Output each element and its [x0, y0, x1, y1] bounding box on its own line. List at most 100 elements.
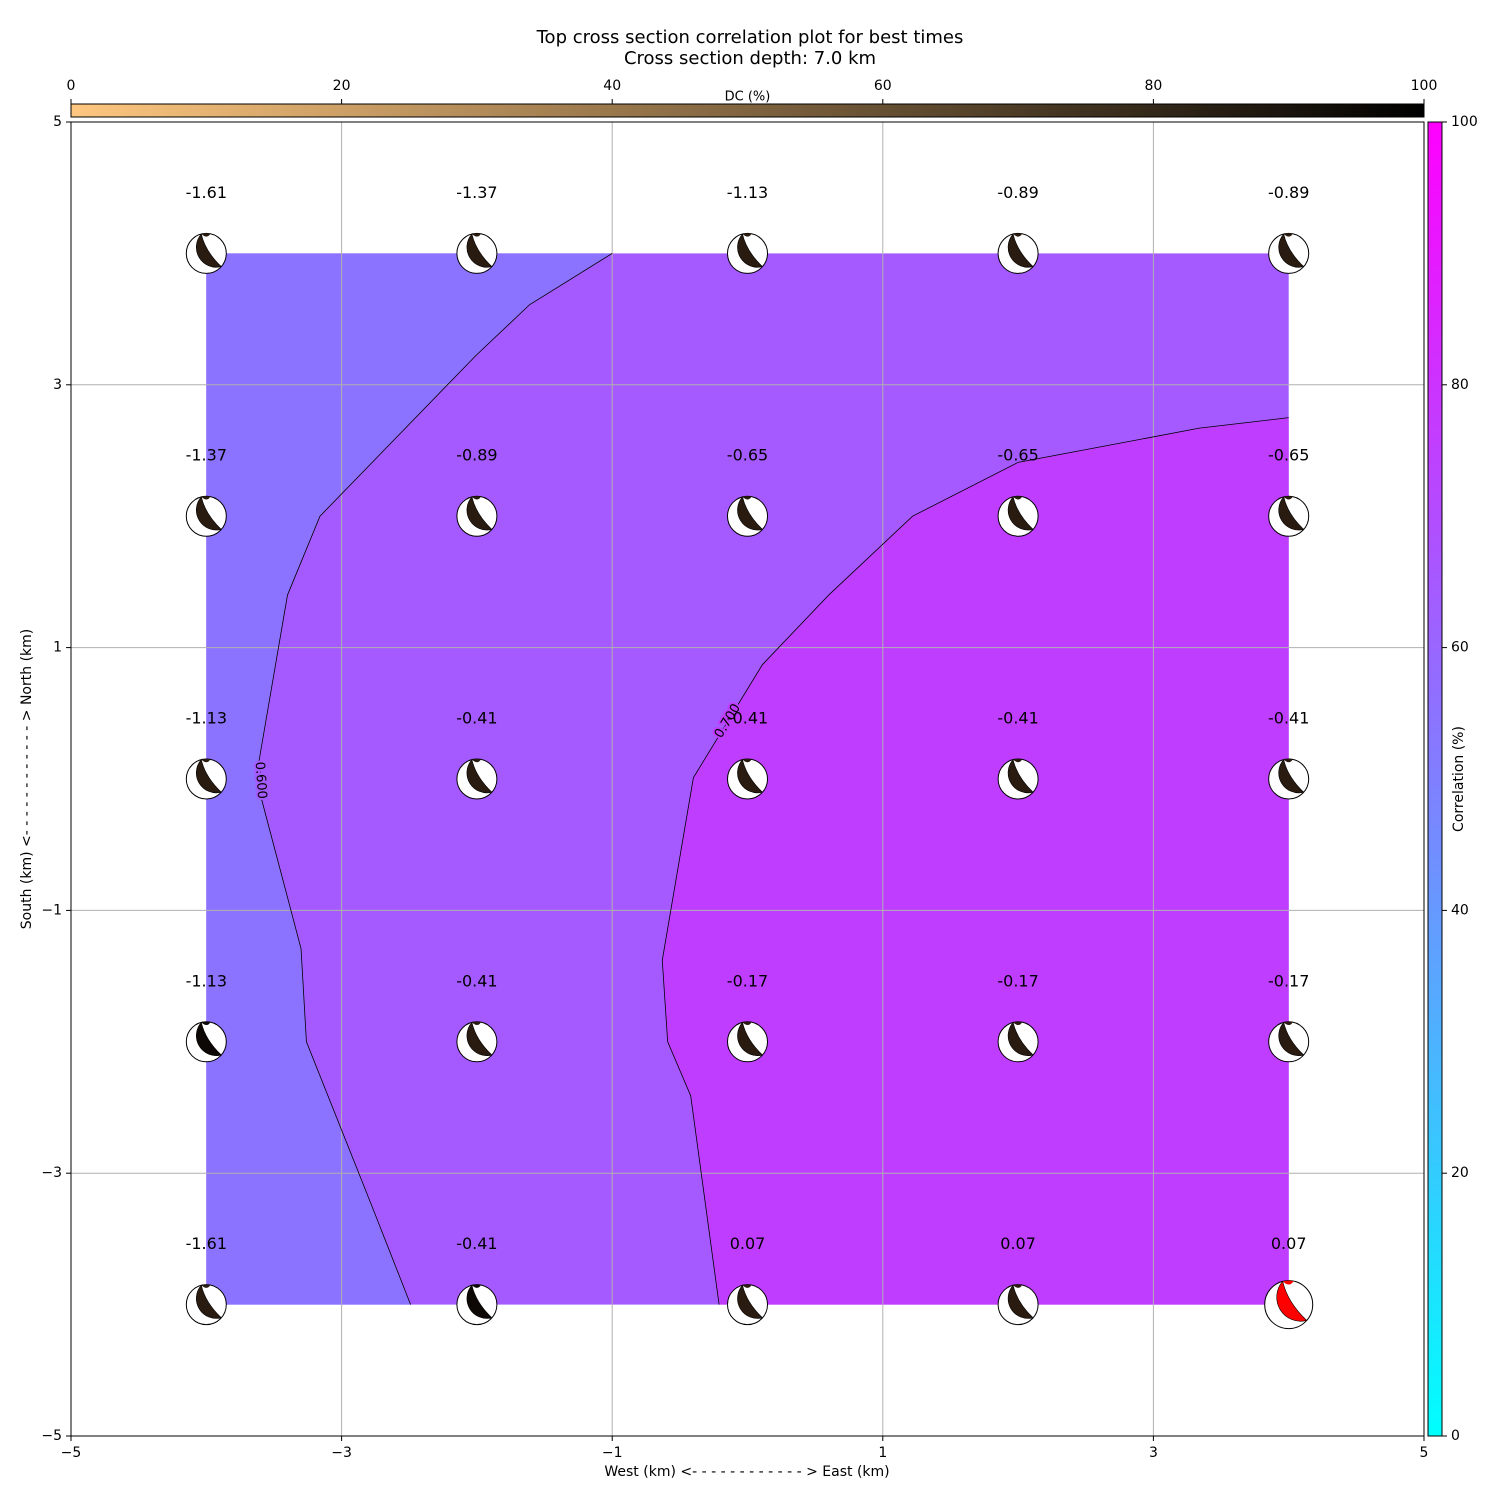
beachball-compression: [1283, 758, 1293, 763]
point-label: -0.17: [997, 971, 1038, 990]
plot-frame: [70, 121, 1425, 1437]
colorbar-tick-label: 20: [1451, 1165, 1469, 1181]
beachball-compression: [1282, 1280, 1294, 1285]
beachball-compression: [737, 758, 764, 794]
colorbar-tick-label: 0: [1451, 1428, 1460, 1444]
point-label: -0.41: [456, 709, 497, 728]
beachball-compression: [471, 233, 481, 237]
x-tick-label: 1: [878, 1445, 887, 1461]
beachball: [997, 495, 1039, 537]
beachball: [1268, 232, 1310, 274]
contour-line: [258, 253, 613, 1305]
y-tick-label: 3: [53, 377, 62, 393]
beachball-compression: [1007, 1021, 1034, 1056]
point-label: -1.13: [186, 971, 227, 990]
beachball-compression: [742, 1021, 752, 1026]
colorbar: [70, 103, 1425, 118]
point-label: -0.65: [727, 446, 768, 465]
beachball-compression: [1278, 496, 1305, 531]
beachball: [185, 232, 227, 274]
beachball-compression: [737, 233, 764, 268]
colorbar-tick-label: 0: [67, 78, 76, 94]
contour-fill: [662, 417, 1289, 1305]
chart-subtitle: Cross section depth: 7.0 km: [624, 48, 876, 69]
contour-line: [661, 417, 1289, 1305]
point-label: -0.17: [1268, 971, 1309, 990]
point-label: -1.37: [186, 446, 227, 465]
y-tick-label: −1: [41, 902, 62, 918]
beachball-compression: [1007, 1284, 1034, 1319]
beachball-compression: [466, 233, 493, 268]
colorbar-tick-label: 100: [1451, 114, 1478, 130]
colorbar-tick-label: 80: [1144, 78, 1162, 94]
beachball: [727, 232, 768, 274]
colorbar-label: Correlation (%): [1451, 726, 1467, 832]
beachball-compression: [1278, 1021, 1305, 1056]
point-label: -0.89: [1268, 183, 1309, 202]
beachball-compression: [1283, 496, 1293, 500]
beachball-compression: [742, 758, 752, 763]
point-label: -0.65: [997, 446, 1038, 465]
point-label: -1.61: [186, 1234, 227, 1253]
beachball-compression: [742, 1284, 752, 1288]
point-label: -0.41: [997, 709, 1038, 728]
beachball: [997, 758, 1039, 800]
beachball: [727, 1021, 768, 1063]
beachball: [456, 1284, 498, 1326]
colorbar-tick-label: 100: [1411, 78, 1438, 94]
beachball-compression: [201, 758, 211, 763]
colorbar-label: DC (%): [725, 90, 771, 105]
point-label: -1.13: [727, 183, 768, 202]
point-label: -0.41: [1268, 709, 1309, 728]
beachball-compression: [1013, 496, 1023, 500]
y-tick-label: 5: [53, 114, 62, 130]
beachball-compression: [466, 758, 493, 794]
y-tick-label: −3: [41, 1165, 62, 1181]
contour-label: 0.600: [252, 761, 270, 799]
colorbar-tick-label: 80: [1451, 377, 1469, 393]
y-tick-label: −5: [41, 1428, 62, 1444]
point-label: 0.07: [730, 1234, 766, 1253]
chart-title: Top cross section correlation plot for b…: [536, 27, 964, 48]
x-tick-label: 3: [1149, 1445, 1158, 1461]
y-axis-label: South (km) <- - - - - - - - - - - - > No…: [19, 629, 35, 929]
beachball-compression: [1278, 233, 1305, 268]
beachball: [1268, 1021, 1310, 1063]
beachball-compression: [1013, 233, 1023, 237]
point-label: -0.89: [456, 446, 497, 465]
beachball: [456, 1021, 498, 1063]
beachball-compression: [196, 233, 222, 268]
colorbar: [1427, 121, 1443, 1437]
point-label: -1.37: [456, 183, 497, 202]
point-label: -0.41: [456, 971, 497, 990]
beachball-compression: [471, 1284, 481, 1288]
beachball-compression: [201, 233, 211, 237]
y-tick-label: 1: [53, 640, 62, 656]
beachball-compression: [1283, 1021, 1293, 1026]
beachball: [185, 758, 227, 800]
beachball: [185, 1021, 227, 1063]
beachball-compression: [1007, 496, 1034, 531]
point-label: -0.89: [997, 183, 1038, 202]
beachball: [997, 1284, 1039, 1326]
x-axis-label: West (km) <- - - - - - - - - - - - > Eas…: [604, 1464, 889, 1480]
point-label: -0.41: [456, 1234, 497, 1253]
point-label: -0.65: [1268, 446, 1309, 465]
beachball-compression: [196, 758, 222, 794]
point-label: 0.07: [1271, 1234, 1307, 1253]
beachball-compression: [737, 496, 764, 531]
beachball-compression: [196, 496, 222, 531]
beachball-compression: [1007, 758, 1034, 794]
beachball-compression: [1283, 233, 1293, 237]
beachball: [456, 495, 498, 537]
beachball-compression: [737, 1021, 764, 1056]
beachball-compression: [737, 1284, 764, 1319]
x-tick-label: 5: [1420, 1445, 1429, 1461]
point-label: -0.41: [727, 709, 768, 728]
beachball: [456, 758, 498, 800]
colorbar-tick-label: 40: [1451, 902, 1469, 918]
beachball-compression: [742, 233, 752, 237]
beachball: [727, 495, 768, 537]
beachball-compression: [1278, 758, 1305, 794]
